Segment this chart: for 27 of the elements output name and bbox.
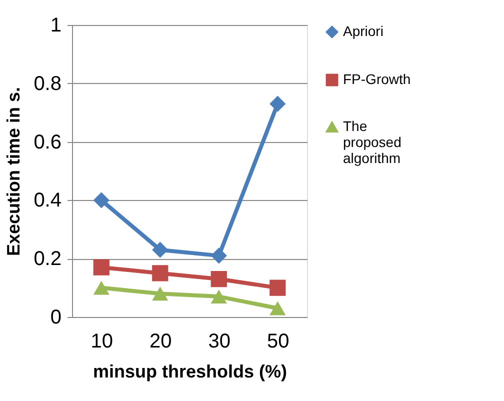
- y-tick-label: 0.6: [34, 131, 62, 154]
- y-tick-label: 0.8: [34, 72, 62, 95]
- point: [270, 301, 286, 316]
- point: [210, 270, 227, 288]
- legend-label: The proposed algorithm: [343, 118, 402, 166]
- x-tick-label: 20: [150, 330, 172, 352]
- point: [210, 290, 227, 304]
- x-tick-label: 50: [267, 330, 290, 352]
- point: [93, 280, 110, 295]
- point: [152, 242, 168, 258]
- y-tick-label: 0.4: [34, 190, 62, 212]
- y-tick-label: 0.2: [34, 248, 62, 270]
- y-tick-label: 0: [50, 306, 62, 328]
- y-axis-title: Execution time in s.: [4, 86, 24, 256]
- point: [210, 248, 227, 264]
- point: [152, 286, 168, 301]
- legend-label: FP-Growth: [343, 71, 411, 87]
- x-tick-label: 10: [90, 330, 113, 352]
- point: [270, 96, 286, 112]
- y-tick-label: 1: [50, 14, 62, 36]
- point: [93, 259, 110, 276]
- point: [152, 265, 168, 282]
- x-tick-label: 30: [208, 330, 230, 352]
- point: [93, 192, 110, 208]
- x-axis-title: minsup thresholds (%): [92, 362, 288, 382]
- point: [270, 280, 286, 296]
- legend-label: Apriori: [343, 23, 384, 39]
